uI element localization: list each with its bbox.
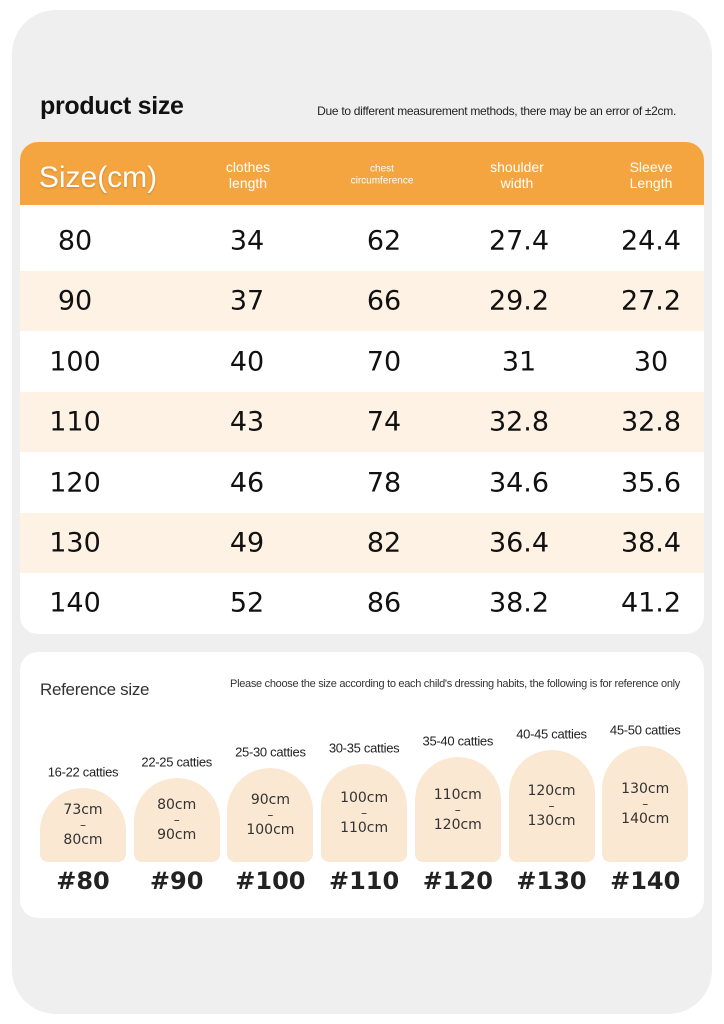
table-cell: 140 bbox=[49, 587, 101, 619]
range-separator: – bbox=[642, 797, 649, 811]
size-table: Size(cm) clothes length chest circumferenc… bbox=[20, 142, 704, 634]
size-arch bbox=[414, 757, 501, 862]
range-separator: – bbox=[267, 808, 274, 822]
table-cell: 29.2 bbox=[488, 285, 550, 317]
table-cell: 30 bbox=[633, 346, 669, 378]
table-cell: 40 bbox=[229, 346, 265, 378]
range-separator: – bbox=[454, 802, 461, 817]
table-cell: 80 bbox=[57, 225, 93, 257]
table-cell: 32.8 bbox=[620, 406, 682, 438]
reference-title: Reference size bbox=[40, 680, 150, 699]
weight-label: 30-35 catties bbox=[328, 740, 400, 756]
table-cell: 78 bbox=[366, 467, 402, 499]
column-header: Sleeve Length bbox=[629, 158, 673, 191]
range-from: 130cm bbox=[621, 781, 670, 797]
range-to: 140cm bbox=[621, 811, 670, 827]
size-label: #100 bbox=[235, 867, 306, 895]
size-arch bbox=[321, 764, 408, 862]
range-to: 130cm bbox=[527, 813, 576, 829]
table-cell: 100 bbox=[49, 346, 101, 378]
column-header: clothes length bbox=[225, 158, 271, 191]
range-from: 100cm bbox=[340, 790, 389, 806]
title: product size bbox=[40, 92, 184, 120]
table-cell: 41.2 bbox=[620, 587, 682, 619]
table-cell: 31 bbox=[501, 346, 537, 378]
size-label: #140 bbox=[610, 867, 681, 895]
table-cell: 82 bbox=[366, 527, 402, 559]
weight-label: 16-22 catties bbox=[47, 764, 119, 780]
range-separator: – bbox=[361, 806, 368, 820]
table-cell: 43 bbox=[229, 406, 265, 438]
table-cell: 37 bbox=[229, 285, 265, 317]
size-label: #80 bbox=[56, 867, 110, 895]
size-arch bbox=[227, 768, 314, 862]
column-header: chest circumference bbox=[350, 163, 414, 187]
row-band bbox=[20, 392, 704, 453]
table-cell: 66 bbox=[366, 285, 402, 317]
size-arch bbox=[508, 750, 595, 862]
table-cell: 52 bbox=[229, 587, 265, 619]
table-cell: 86 bbox=[366, 587, 402, 619]
table-cell: 34 bbox=[229, 225, 265, 257]
column-header: Size(cm) bbox=[38, 160, 158, 194]
table-cell: 24.4 bbox=[620, 225, 682, 257]
weight-label: 25-30 catties bbox=[235, 744, 306, 760]
table-cell: 36.4 bbox=[488, 527, 550, 559]
size-arch bbox=[40, 788, 126, 862]
size-label: #120 bbox=[422, 867, 493, 895]
table-cell: 46 bbox=[229, 467, 265, 499]
table-cell: 120 bbox=[49, 467, 101, 499]
range-from: 120cm bbox=[527, 783, 576, 799]
column-header: shoulder width bbox=[490, 158, 544, 191]
size-arch bbox=[133, 778, 220, 862]
table-cell: 90 bbox=[57, 285, 93, 317]
weight-label: 35-40 catties bbox=[422, 733, 494, 749]
row-band bbox=[20, 513, 704, 573]
range-separator: – bbox=[548, 799, 555, 813]
range-from: 110cm bbox=[433, 786, 482, 803]
table-cell: 38.2 bbox=[488, 587, 550, 619]
range-to: 110cm bbox=[340, 820, 389, 836]
table-cell: 38.4 bbox=[620, 527, 682, 559]
table-cell: 27.4 bbox=[488, 225, 550, 257]
table-cell: 74 bbox=[366, 406, 402, 438]
table-cell: 34.6 bbox=[488, 467, 550, 499]
size-label: #110 bbox=[328, 867, 400, 895]
reference-note: Please choose the size according to each… bbox=[230, 678, 680, 690]
note: Due to different measurement methods, th… bbox=[317, 104, 676, 118]
table-cell: 35.6 bbox=[620, 467, 682, 499]
table-cell: 49 bbox=[229, 527, 265, 559]
table-cell: 27.2 bbox=[620, 285, 682, 317]
range-to: 120cm bbox=[433, 816, 482, 833]
size-label: #130 bbox=[516, 867, 587, 895]
weight-label: 22-25 catties bbox=[141, 754, 212, 770]
range-from: 73cm bbox=[63, 802, 103, 818]
weight-label: 45-50 catties bbox=[609, 722, 681, 738]
reference-card: Reference size Please choose the size ac… bbox=[20, 652, 704, 918]
size-label: #90 bbox=[149, 867, 204, 895]
table-cell: 70 bbox=[366, 346, 402, 378]
range-to: 80cm bbox=[63, 832, 103, 848]
table-cell: 110 bbox=[49, 406, 101, 438]
range-separator: – bbox=[80, 818, 86, 832]
range-from: 80cm bbox=[157, 797, 197, 813]
range-to: 100cm bbox=[246, 822, 295, 838]
range-to: 90cm bbox=[157, 827, 197, 843]
size-arch bbox=[602, 746, 689, 862]
range-separator: – bbox=[173, 813, 180, 827]
table-header bbox=[20, 142, 704, 205]
row-band bbox=[20, 271, 704, 332]
table-cell: 130 bbox=[49, 527, 101, 559]
table-cell: 32.8 bbox=[488, 406, 550, 438]
weight-label: 40-45 catties bbox=[516, 726, 587, 742]
range-from: 90cm bbox=[250, 792, 290, 808]
table-cell: 62 bbox=[366, 225, 402, 257]
